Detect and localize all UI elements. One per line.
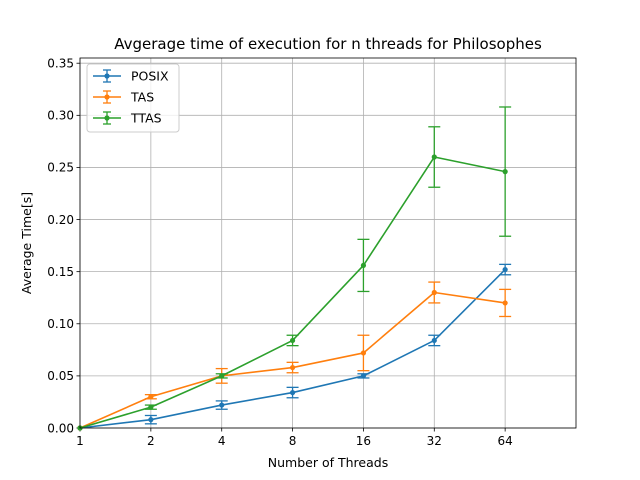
- data-point: [431, 337, 437, 344]
- plot-frame: [79, 57, 577, 429]
- data-point: [148, 417, 154, 423]
- legend-item-posix: POSIX: [93, 69, 169, 84]
- y-axis-ticks: 0.00 0.05 0.10 0.15 0.20 0.25 0.30 0.35: [47, 57, 80, 435]
- y-axis-label: Average Time[s]: [19, 192, 34, 294]
- data-point: [502, 300, 508, 306]
- series-ttas: [77, 106, 512, 431]
- legend-label: POSIX: [131, 69, 169, 84]
- data-point: [289, 337, 296, 344]
- series-posix: [77, 263, 512, 431]
- x-tick-label: 64: [498, 434, 513, 448]
- y-tick-label: 0.25: [47, 161, 74, 175]
- y-tick-label: 0.10: [47, 317, 74, 331]
- gridlines: [79, 58, 576, 429]
- y-tick-label: 0.20: [47, 213, 74, 227]
- data-point: [360, 373, 367, 379]
- chart-title: Avgerage time of execution for n threads…: [114, 35, 542, 53]
- x-tick-label: 4: [218, 434, 226, 448]
- x-axis-ticks: 1 2 4 8 16 32 64: [76, 428, 513, 448]
- x-tick-label: 1: [76, 434, 84, 448]
- data-point: [502, 169, 508, 175]
- series-layer: [77, 106, 512, 431]
- data-point: [148, 394, 154, 400]
- x-tick-label: 32: [427, 434, 442, 448]
- y-tick-label: 0.00: [47, 421, 74, 435]
- data-point: [148, 404, 154, 410]
- data-point: [360, 262, 367, 269]
- data-point: [289, 389, 296, 396]
- y-tick-label: 0.15: [47, 265, 74, 279]
- legend-marker: [104, 94, 110, 100]
- legend-marker: [104, 73, 110, 79]
- x-tick-label: 8: [289, 434, 297, 448]
- y-tick-label: 0.05: [47, 369, 74, 383]
- legend-item-ttas: TTAS: [93, 111, 162, 126]
- data-point: [502, 266, 508, 273]
- x-tick-label: 2: [147, 434, 155, 448]
- legend-label: TTAS: [130, 111, 162, 126]
- legend: POSIX TAS TTAS: [86, 63, 180, 133]
- x-axis-label: Number of Threads: [268, 455, 388, 470]
- legend-marker: [104, 115, 110, 121]
- data-point: [431, 289, 437, 296]
- data-point: [360, 350, 367, 356]
- data-point: [431, 154, 437, 160]
- y-tick-label: 0.30: [47, 109, 74, 123]
- legend-item-tas: TAS: [93, 90, 154, 105]
- data-point: [289, 364, 296, 371]
- legend-box: [86, 63, 180, 133]
- legend-label: TAS: [130, 90, 154, 105]
- x-tick-label: 16: [356, 434, 371, 448]
- data-point: [219, 402, 225, 408]
- data-point: [219, 373, 225, 379]
- y-tick-label: 0.35: [47, 57, 74, 71]
